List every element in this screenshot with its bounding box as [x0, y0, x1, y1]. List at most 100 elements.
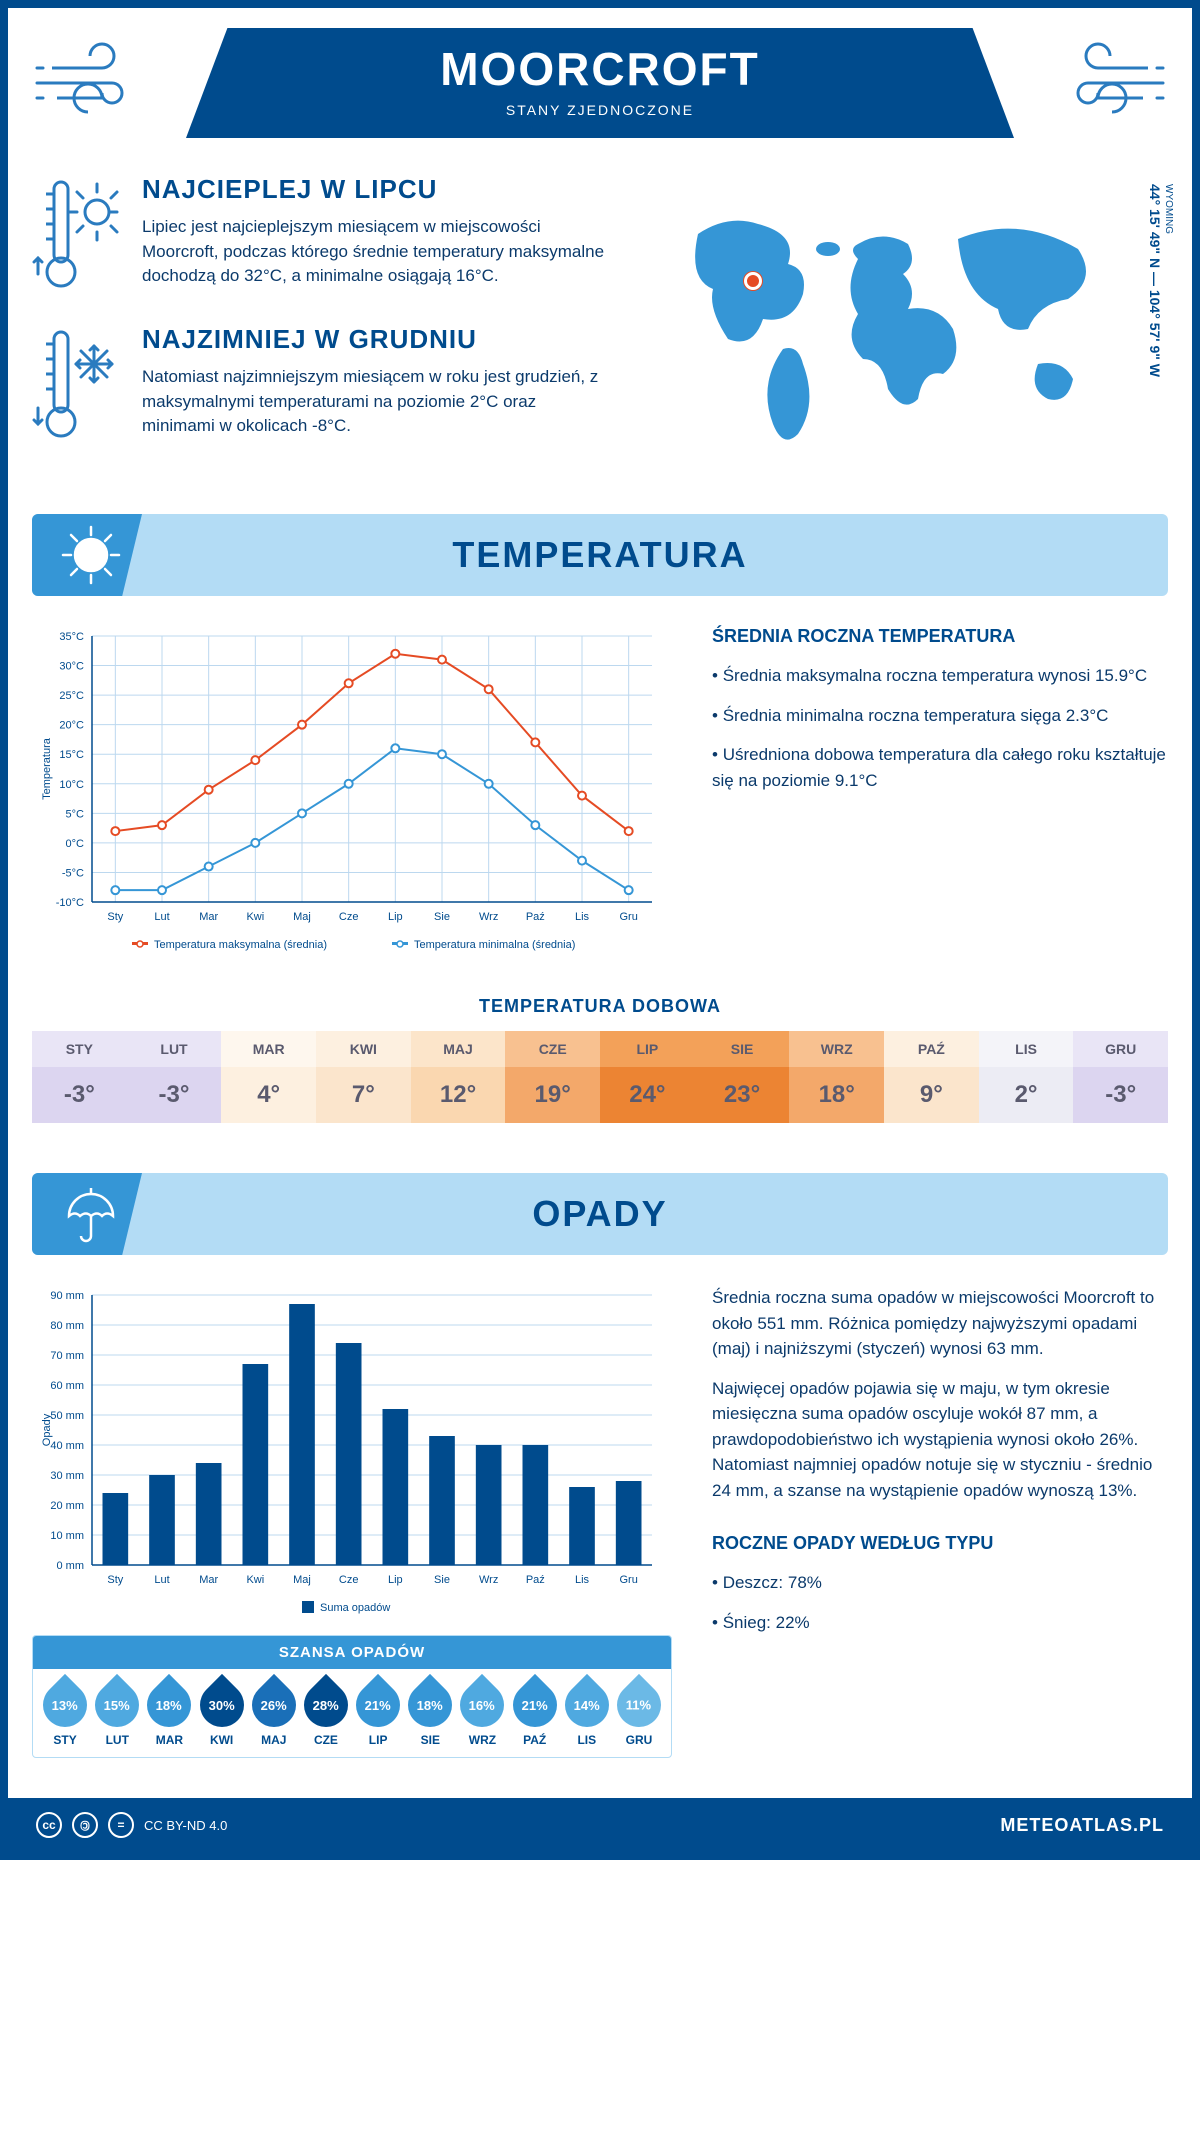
daily-cell: MAJ 12° [411, 1031, 506, 1123]
svg-text:Gru: Gru [619, 1574, 637, 1586]
nd-icon: = [108, 1812, 134, 1838]
page-header: MOORCROFT STANY ZJEDNOCZONE [32, 28, 1168, 138]
svg-text:15°C: 15°C [59, 749, 84, 761]
precip-bytype-title: ROCZNE OPADY WEDŁUG TYPU [712, 1533, 1168, 1554]
precip-bytype-1: • Śnieg: 22% [712, 1610, 1168, 1636]
drop-cell: 18% MAR [145, 1683, 193, 1747]
world-map-box: WYOMING 44° 15' 49" N — 104° 57' 9" W [648, 174, 1168, 474]
sun-icon [59, 523, 123, 587]
daily-temp-table: STY -3° LUT -3° MAR 4° KWI 7° MAJ 12° CZ… [32, 1031, 1168, 1123]
svg-text:20 mm: 20 mm [50, 1500, 84, 1512]
thermometer-cold-icon [32, 324, 122, 444]
precip-text: Średnia roczna suma opadów w miejscowośc… [712, 1285, 1168, 1758]
svg-text:Temperatura: Temperatura [41, 737, 53, 800]
daily-cell: WRZ 18° [789, 1031, 884, 1123]
fact-cold-title: NAJZIMNIEJ W GRUDNIU [142, 324, 608, 355]
annual-bullet-1: • Średnia minimalna roczna temperatura s… [712, 703, 1168, 729]
svg-text:Mar: Mar [199, 1574, 218, 1586]
precip-chance-drops: 13% STY 15% LUT 18% MAR 30% KWI 26% MAJ … [33, 1669, 671, 1757]
thermometer-hot-icon [32, 174, 122, 294]
svg-text:Cze: Cze [339, 1574, 359, 1586]
precip-p1: Średnia roczna suma opadów w miejscowośc… [712, 1285, 1168, 1362]
svg-text:Mar: Mar [199, 911, 218, 923]
by-icon: 🄯 [72, 1812, 98, 1838]
license-text: CC BY-ND 4.0 [144, 1818, 227, 1833]
drop-cell: 21% LIP [354, 1683, 402, 1747]
precip-chance-title: SZANSA OPADÓW [33, 1636, 671, 1669]
precipitation-bar-chart: 0 mm10 mm20 mm30 mm40 mm50 mm60 mm70 mm8… [32, 1285, 672, 1625]
location-marker [744, 272, 762, 290]
drop-cell: 28% CZE [302, 1683, 350, 1747]
drop-cell: 21% PAŹ [511, 1683, 559, 1747]
svg-text:Lip: Lip [388, 911, 403, 923]
svg-text:50 mm: 50 mm [50, 1410, 84, 1422]
wind-icon-right [1038, 38, 1168, 128]
svg-text:60 mm: 60 mm [50, 1380, 84, 1392]
coords-label: WYOMING 44° 15' 49" N — 104° 57' 9" W [1147, 184, 1174, 377]
svg-text:Temperatura maksymalna (średni: Temperatura maksymalna (średnia) [154, 939, 327, 951]
daily-cell: GRU -3° [1073, 1031, 1168, 1123]
svg-text:Sie: Sie [434, 911, 450, 923]
daily-temp-title: TEMPERATURA DOBOWA [32, 996, 1168, 1017]
svg-text:25°C: 25°C [59, 690, 84, 702]
svg-text:Temperatura minimalna (średnia: Temperatura minimalna (średnia) [414, 939, 575, 951]
svg-text:20°C: 20°C [59, 720, 84, 732]
svg-text:5°C: 5°C [66, 808, 85, 820]
svg-text:80 mm: 80 mm [50, 1320, 84, 1332]
svg-text:Maj: Maj [293, 911, 311, 923]
svg-text:Sie: Sie [434, 1574, 450, 1586]
daily-cell: PAŹ 9° [884, 1031, 979, 1123]
svg-text:Kwi: Kwi [246, 911, 264, 923]
drop-cell: 26% MAJ [250, 1683, 298, 1747]
svg-text:Opady: Opady [41, 1413, 53, 1446]
temperature-line-chart: -10°C-5°C0°C5°C10°C15°C20°C25°C30°C35°CS… [32, 626, 672, 966]
precip-title: OPADY [142, 1193, 1058, 1235]
page-footer: cc 🄯 = CC BY-ND 4.0 METEOATLAS.PL [8, 1798, 1192, 1852]
site-name: METEOATLAS.PL [1000, 1815, 1164, 1836]
fact-cold: NAJZIMNIEJ W GRUDNIU Natomiast najzimnie… [32, 324, 608, 444]
page-title: MOORCROFT [186, 42, 1014, 96]
daily-cell: MAR 4° [221, 1031, 316, 1123]
temperature-annual-text: ŚREDNIA ROCZNA TEMPERATURA • Średnia mak… [712, 626, 1168, 966]
world-map-icon [648, 194, 1108, 454]
svg-text:Lip: Lip [388, 1574, 403, 1586]
svg-text:Lut: Lut [154, 1574, 169, 1586]
temperature-title: TEMPERATURA [142, 534, 1058, 576]
drop-cell: 14% LIS [563, 1683, 611, 1747]
precip-chance-box: SZANSA OPADÓW 13% STY 15% LUT 18% MAR 30… [32, 1635, 672, 1758]
page-subtitle: STANY ZJEDNOCZONE [186, 102, 1014, 118]
annual-temp-title: ŚREDNIA ROCZNA TEMPERATURA [712, 626, 1168, 647]
wind-icon-left [32, 38, 162, 128]
annual-bullet-2: • Uśredniona dobowa temperatura dla całe… [712, 742, 1168, 793]
fact-cold-text: Natomiast najzimniejszym miesiącem w rok… [142, 365, 608, 439]
daily-cell: LIS 2° [979, 1031, 1074, 1123]
svg-text:Sty: Sty [107, 1574, 123, 1586]
fact-hot-title: NAJCIEPLEJ W LIPCU [142, 174, 608, 205]
svg-text:Paź: Paź [526, 1574, 545, 1586]
precip-p2: Najwięcej opadów pojawia się w maju, w t… [712, 1376, 1168, 1504]
section-header-precip: OPADY [32, 1173, 1168, 1255]
svg-text:-5°C: -5°C [62, 867, 84, 879]
svg-text:30°C: 30°C [59, 661, 84, 673]
annual-bullet-0: • Średnia maksymalna roczna temperatura … [712, 663, 1168, 689]
drop-cell: 16% WRZ [458, 1683, 506, 1747]
svg-text:10 mm: 10 mm [50, 1530, 84, 1542]
svg-text:70 mm: 70 mm [50, 1350, 84, 1362]
svg-text:Sty: Sty [107, 911, 123, 923]
drop-cell: 18% SIE [406, 1683, 454, 1747]
svg-text:10°C: 10°C [59, 779, 84, 791]
daily-cell: CZE 19° [505, 1031, 600, 1123]
fact-hot-text: Lipiec jest najcieplejszym miesiącem w m… [142, 215, 608, 289]
section-header-temperature: TEMPERATURA [32, 514, 1168, 596]
precip-bytype-0: • Deszcz: 78% [712, 1570, 1168, 1596]
svg-text:0 mm: 0 mm [57, 1560, 85, 1572]
daily-cell: KWI 7° [316, 1031, 411, 1123]
drop-cell: 15% LUT [93, 1683, 141, 1747]
fact-hot: NAJCIEPLEJ W LIPCU Lipiec jest najcieple… [32, 174, 608, 294]
svg-text:30 mm: 30 mm [50, 1470, 84, 1482]
drop-cell: 30% KWI [198, 1683, 246, 1747]
umbrella-icon [59, 1182, 123, 1246]
daily-cell: STY -3° [32, 1031, 127, 1123]
svg-text:Cze: Cze [339, 911, 359, 923]
svg-text:Kwi: Kwi [246, 1574, 264, 1586]
